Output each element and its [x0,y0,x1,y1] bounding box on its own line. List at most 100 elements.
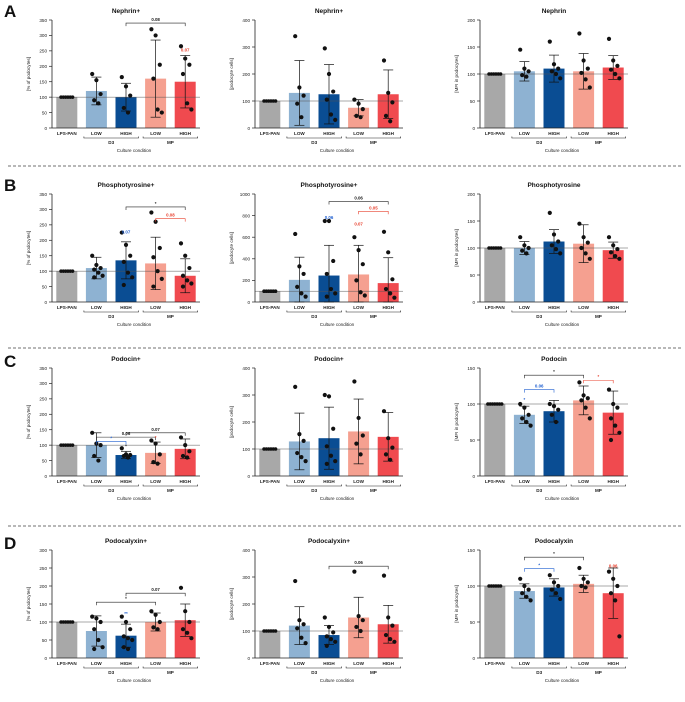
y-tick-label: 0 [247,300,250,305]
data-point [94,262,99,268]
group-label: MP [167,488,174,493]
group-label: D3 [311,140,317,145]
significance-label: 0.08 [166,213,175,218]
x-tick-label: HIGH [323,479,335,484]
data-point [498,246,503,250]
data-point [326,218,332,224]
data-point [360,107,365,112]
group-bracket [286,484,342,487]
data-point [611,243,616,248]
data-point [333,117,338,122]
panel-letter-d: D [4,534,16,553]
data-point [301,93,306,98]
y-tick-label: 400 [242,257,250,262]
data-point [303,641,308,646]
data-point [381,58,387,63]
data-point [390,445,395,450]
data-point [352,569,357,574]
y-tick-label: 50 [42,458,48,463]
data-point [299,115,304,120]
y-tick-label: 150 [467,45,475,50]
x-axis-title: Culture condition [320,678,355,683]
y-tick-label: 350 [39,366,47,371]
data-point [187,265,192,271]
data-point [92,275,97,280]
data-point [293,34,298,39]
x-tick-label: LOW [150,305,161,310]
data-point [178,585,184,590]
group-bracket [345,484,401,487]
chart-title: Nephrin+ [315,8,344,15]
data-point [615,246,620,252]
y-tick-label: 0 [44,126,47,131]
x-tick-label: LPS-PAN [57,305,78,310]
data-point [615,583,620,589]
bar [259,101,281,128]
y-tick-label: 0 [472,656,475,661]
y-tick-label: 50 [42,638,48,643]
data-point [121,282,126,288]
data-point [125,636,131,641]
data-point [94,616,99,621]
y-tick-label: 0 [44,474,47,479]
data-point [96,458,101,463]
x-tick-label: LOW [294,131,305,136]
x-tick-label: HIGH [548,661,560,666]
data-point [611,58,616,63]
x-tick-label: LPS-PAN [260,661,281,666]
y-tick-label: 350 [39,192,47,197]
group-label: D3 [108,670,114,675]
significance-label: * [110,435,112,440]
data-point [130,637,135,643]
bar [259,291,281,302]
y-tick-label: 300 [242,393,250,398]
data-point [617,76,622,81]
data-point [185,455,190,460]
data-point [273,447,278,451]
data-point [587,256,592,261]
group-label: D3 [108,314,114,319]
bar [543,411,565,476]
y-tick-label: 100 [467,584,475,589]
panel-letter-a: A [4,2,16,21]
data-point [528,423,533,428]
data-point [293,231,298,237]
data-point [303,294,308,299]
data-point [157,619,162,625]
y-tick-label: 0 [472,126,475,131]
data-point [354,624,359,630]
chart-7: Podocin+ 0 50 100 150 200 250 300 350 [% of podoc… [26,356,200,501]
y-tick-label: 100 [39,95,47,100]
group-label: D3 [536,140,542,145]
bar [543,68,565,128]
data-point [556,66,561,71]
bar [85,90,107,128]
data-point [553,71,559,77]
data-point [119,230,124,235]
data-point [151,255,156,260]
x-tick-label: HIGH [382,305,394,310]
bar [56,445,78,476]
data-point [381,409,387,414]
data-point [159,110,164,115]
data-point [273,99,278,103]
data-point [180,273,186,278]
data-point [585,396,590,401]
data-point [606,387,612,392]
x-tick-label: HIGH [120,479,132,484]
x-axis-title: Culture condition [117,678,152,683]
data-point [352,235,357,240]
data-point [96,637,101,643]
data-point [356,101,361,106]
y-tick-label: 200 [467,192,475,197]
y-tick-label: 100 [39,443,47,448]
x-tick-label: HIGH [120,305,132,310]
data-point [547,39,552,44]
group-bracket [511,310,567,313]
x-tick-label: HIGH [382,661,394,666]
chart-title: Podocin+ [111,356,141,363]
data-point [577,565,582,571]
x-tick-label: HIGH [548,479,560,484]
chart-10: Podocalyxin+ 0 50 100 150 200 250 300 [% of podo… [26,538,200,683]
